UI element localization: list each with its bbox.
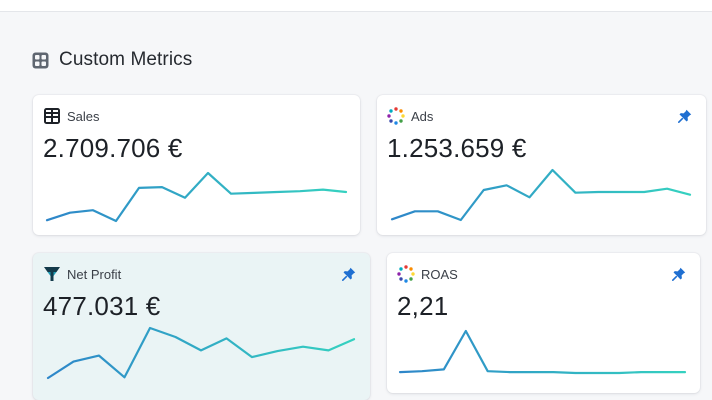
ledger-icon [44,108,60,124]
pin-icon[interactable] [342,267,356,281]
sparkline-series [45,171,348,223]
metric-label: Sales [67,108,100,124]
metric-label: Ads [411,108,434,124]
colorful-dots-icon [397,265,415,283]
metric-card-sales[interactable]: Sales 2.709.706 € [33,95,360,235]
colorful-dots-icon [387,107,405,125]
sparkline-chart [390,168,692,222]
sparkline-chart [398,329,687,375]
sparkline-chart [45,171,348,223]
metric-value: 477.031 € [43,291,161,321]
section-title: Custom Metrics [59,49,193,70]
sparkline-series [390,168,692,222]
metric-label: ROAS [421,266,458,282]
pin-icon[interactable] [672,267,686,281]
metric-label: Net Profit [67,266,122,282]
top-bar [0,0,712,12]
sparkline-series [398,329,687,375]
pin-icon[interactable] [678,109,692,123]
metric-card-net-profit[interactable]: Net Profit 477.031 € [33,253,370,400]
metric-card-roas[interactable]: ROAS 2,21 [387,253,700,393]
sparkline-chart [46,326,356,380]
metric-value: 2,21 [397,291,449,321]
sparkline-series [46,326,356,380]
grid-icon [32,52,49,68]
section-header: Custom Metrics [32,48,192,72]
metric-value: 1.253.659 € [387,133,527,163]
metric-value: 2.709.706 € [43,133,183,163]
metric-card-ads[interactable]: Ads 1.253.659 € [377,95,706,235]
funnel-logo-icon [44,267,60,281]
